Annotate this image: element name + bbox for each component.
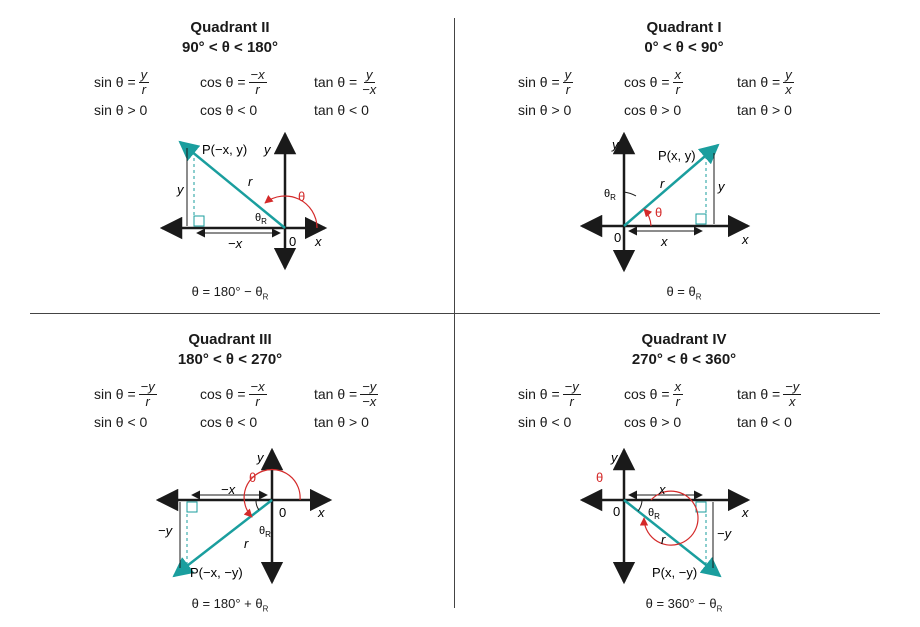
y-axis-label: y bbox=[610, 450, 619, 465]
horizontal-side-label: x bbox=[658, 482, 666, 497]
quadrant-iii-diagram: y θ −x 0 x −y θR r P(−x, −y) bbox=[0, 314, 460, 627]
vertical-side-label: y bbox=[176, 182, 185, 197]
theta-label: θ bbox=[596, 470, 603, 485]
quadrant-ii-diagram: P(−x, y) y y r θ θR −x 0 x bbox=[0, 0, 460, 313]
theta-r-subscript: R bbox=[610, 193, 616, 202]
theta-r-subscript: R bbox=[654, 512, 660, 521]
quadrant-i-diagram: y P(x, y) r y θR θ 0 x x bbox=[454, 0, 914, 313]
quadrant-iii-panel: Quadrant III 180° < θ < 270° sin θ = −y r… bbox=[0, 314, 460, 627]
r-label: r bbox=[248, 174, 253, 189]
formula-text: θ = 180° + θ bbox=[192, 596, 263, 611]
theta-label: θ bbox=[249, 470, 256, 485]
r-label: r bbox=[660, 176, 665, 191]
y-axis-label: y bbox=[263, 142, 272, 157]
vertical-side-label: −y bbox=[717, 526, 733, 541]
x-axis-label: x bbox=[314, 234, 322, 249]
x-axis-label: x bbox=[317, 505, 325, 520]
vertical-side-label: y bbox=[717, 179, 726, 194]
theta-formula: θ = 180° + θR bbox=[0, 596, 460, 614]
quadrant-i-panel: Quadrant I 0° < θ < 90° sin θ = yr cos θ… bbox=[454, 0, 914, 313]
right-angle-mark bbox=[696, 214, 706, 224]
theta-r-arc bbox=[256, 500, 259, 510]
formula-subscript: R bbox=[263, 293, 269, 302]
formula-subscript: R bbox=[263, 605, 269, 614]
x-axis-label: x bbox=[741, 505, 749, 520]
r-label: r bbox=[661, 532, 666, 547]
horizontal-side-label: −x bbox=[221, 482, 236, 497]
quadrant-iv-diagram: θ y x 0 θR x −y r P(x, −y) bbox=[454, 314, 914, 627]
theta-r-arc bbox=[638, 500, 642, 511]
y-axis-label: y bbox=[611, 137, 620, 152]
horizontal-side-label: x bbox=[660, 234, 668, 249]
theta-r-label: θR bbox=[604, 188, 616, 202]
formula-text: θ = 180° − θ bbox=[192, 284, 263, 299]
theta-formula: θ = θR bbox=[454, 284, 914, 302]
theta-r-subscript: R bbox=[261, 217, 267, 226]
point-label: P(−x, y) bbox=[202, 142, 247, 157]
theta-label: θ bbox=[655, 205, 662, 220]
theta-r-subscript: R bbox=[265, 530, 271, 539]
formula-subscript: R bbox=[696, 293, 702, 302]
theta-r-label: θR bbox=[255, 212, 267, 226]
theta-formula: θ = 360° − θR bbox=[454, 596, 914, 614]
right-angle-mark bbox=[187, 502, 197, 512]
horizontal-side-label: −x bbox=[228, 236, 243, 251]
origin-label: 0 bbox=[289, 234, 296, 249]
origin-label: 0 bbox=[613, 504, 620, 519]
theta-r-arc bbox=[624, 192, 636, 196]
theta-r-label: θR bbox=[259, 525, 271, 539]
theta-r-label: θR bbox=[648, 507, 660, 521]
formula-subscript: R bbox=[717, 605, 723, 614]
origin-label: 0 bbox=[614, 230, 621, 245]
point-label: P(x, −y) bbox=[652, 565, 697, 580]
formula-text: θ = 360° − θ bbox=[646, 596, 717, 611]
theta-formula: θ = 180° − θR bbox=[0, 284, 460, 302]
y-axis-label: y bbox=[256, 450, 265, 465]
point-label: P(−x, −y) bbox=[190, 565, 243, 580]
r-label: r bbox=[244, 536, 249, 551]
origin-label: 0 bbox=[279, 505, 286, 520]
vertical-side-label: −y bbox=[158, 523, 174, 538]
x-axis-label: x bbox=[741, 232, 749, 247]
formula-text: θ = θ bbox=[666, 284, 695, 299]
theta-arc bbox=[265, 196, 317, 228]
right-angle-mark bbox=[194, 216, 204, 226]
theta-label: θ bbox=[298, 189, 305, 204]
point-label: P(x, y) bbox=[658, 148, 696, 163]
theta-arc bbox=[644, 209, 651, 226]
quadrant-iv-panel: Quadrant IV 270° < θ < 360° sin θ = −y r … bbox=[454, 314, 914, 627]
